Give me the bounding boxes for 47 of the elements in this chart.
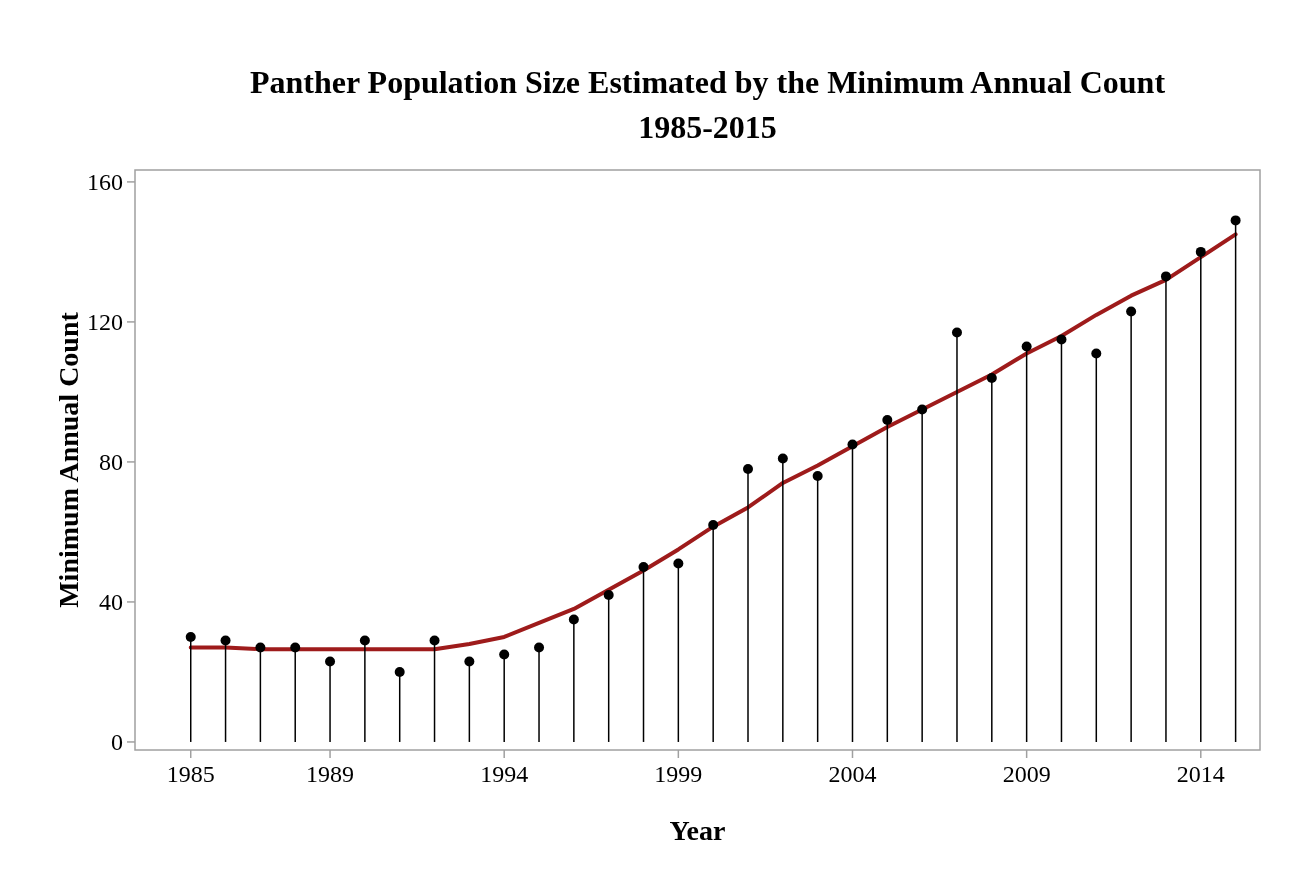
chart-title: Panther Population Size Estimated by the Minimum Annual Count 1985-2015 (249, 64, 1166, 145)
point (1160, 271, 1171, 282)
point (1195, 246, 1206, 257)
point (917, 404, 928, 415)
point (812, 470, 823, 481)
point (534, 642, 545, 653)
y-tick-label: 80 (99, 449, 123, 476)
point (185, 631, 196, 642)
point (777, 453, 788, 464)
point (255, 642, 266, 653)
line-series (188, 232, 1238, 652)
x-tick-label: 1994 (480, 761, 529, 787)
point (394, 666, 405, 677)
x-tick-label: 2014 (1176, 761, 1225, 787)
point (882, 414, 893, 425)
y-tick-label: 120 (87, 309, 123, 336)
point (499, 649, 510, 660)
x-tick-label: 1989 (306, 761, 355, 787)
point (1126, 306, 1137, 317)
point (325, 656, 336, 667)
point (1230, 215, 1241, 226)
point (429, 635, 440, 646)
point (220, 635, 231, 646)
x-tick-label: 1999 (654, 761, 703, 787)
point (1056, 334, 1067, 345)
point (708, 519, 719, 530)
x-axis-title: Year (669, 815, 726, 846)
x-tick-label: 2004 (828, 761, 877, 787)
point (359, 635, 370, 646)
point (1021, 341, 1032, 352)
point (951, 327, 962, 338)
y-tick-label: 40 (99, 589, 123, 616)
point (673, 558, 684, 569)
point (603, 589, 614, 600)
point (847, 439, 858, 450)
point (1091, 348, 1102, 359)
point (638, 561, 649, 572)
x-tick-label: 1985 (166, 761, 215, 787)
y-tick-label: 0 (111, 729, 123, 756)
point (568, 614, 579, 625)
x-tick-label: 2009 (1002, 761, 1051, 787)
y-tick-label: 160 (87, 169, 123, 196)
point (743, 463, 753, 474)
point (986, 372, 997, 383)
point (464, 656, 475, 667)
point (290, 642, 301, 653)
y-axis-title: Minimum Annual Count (53, 311, 84, 608)
